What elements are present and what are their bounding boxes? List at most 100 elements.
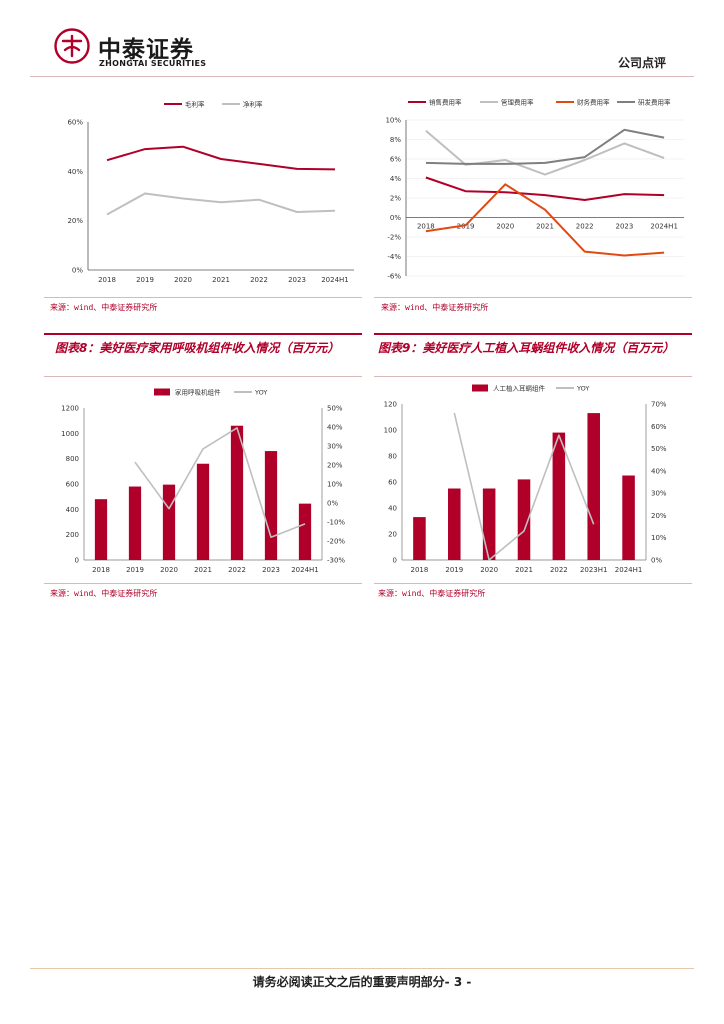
series-line [425, 129, 665, 176]
x-tick-label: 2018 [98, 276, 116, 284]
x-tick-label: 2019 [445, 566, 463, 574]
y-tick-label: 60 [388, 479, 397, 487]
expense-ratio-chart: -6% -4% -2% 0% 2% 4% 6% 8% 10% 2018 2019 2020 2021 20… [385, 98, 684, 281]
y2-tick-label: 10% [327, 481, 343, 489]
y2-tick-label: 10% [651, 534, 667, 542]
source-divider [44, 583, 362, 584]
x-tick-label: 2022 [576, 223, 594, 231]
y-tick-label: 1000 [61, 430, 79, 438]
y2-tick-label: 0% [651, 557, 662, 565]
y2-tick-label: 60% [651, 423, 667, 431]
figure9-title: 图表9：美好医疗人工植入耳蜗组件收入情况（百万元） [378, 341, 675, 355]
series-line [453, 412, 595, 561]
series-line [106, 145, 336, 171]
figure8-title: 图表8：美好医疗家用呼吸机组件收入情况（百万元） [55, 341, 340, 355]
y-tick-label: 100 [384, 427, 397, 435]
bar [162, 484, 176, 560]
bar [94, 499, 108, 560]
source-divider [44, 297, 362, 298]
y-tick-label: 120 [384, 401, 397, 409]
y2-tick-label: -30% [327, 557, 345, 565]
company-logo [54, 28, 90, 64]
series-line [425, 176, 665, 201]
y-tick-label: 40 [388, 505, 397, 513]
source-note: 来源：wind、中泰证券研究所 [50, 303, 158, 312]
x-tick-label: 2021 [515, 566, 533, 574]
legend-label: YOY [254, 389, 267, 397]
brand-name-en: ZHONGTAI SECURITIES [99, 59, 207, 68]
y2-tick-label: 30% [651, 490, 667, 498]
y-tick-label: 10% [385, 117, 401, 125]
y-tick-label: -6% [387, 273, 401, 281]
y-tick-label: -4% [387, 253, 401, 261]
x-tick-label: 2022 [228, 566, 246, 574]
legend-label: 人工植入耳蜗组件 [493, 384, 546, 393]
legend-label: 管理费用率 [501, 98, 534, 107]
y2-tick-label: 20% [327, 462, 343, 470]
figure-title-bar [44, 333, 362, 335]
footer: 请务必阅读正文之后的重要声明部分- 3 - [0, 973, 724, 990]
x-tick-label: 2020 [160, 566, 178, 574]
x-tick-label: 2020 [174, 276, 192, 284]
y-tick-label: 0% [390, 214, 401, 222]
ventilator-revenue-chart: 0 200 400 600 800 1000 1200 2018 2019 2020 2021 202… [61, 388, 345, 575]
bar [622, 475, 635, 560]
y-tick-label: 20% [67, 217, 83, 225]
cochlear-revenue-chart: 0 20 40 60 80 100 120 2018 2019 2020 2021 2022 2023H… [384, 384, 667, 575]
legend-label: 研发费用率 [638, 98, 671, 107]
bar [230, 425, 244, 560]
y2-tick-label: 40% [651, 467, 667, 475]
x-tick-label: 2019 [126, 566, 144, 574]
x-tick-label: 2019 [457, 223, 475, 231]
bar [552, 432, 566, 560]
header-divider [30, 76, 694, 77]
x-tick-label: 2022 [550, 566, 568, 574]
x-tick-label: 2023 [616, 223, 634, 231]
bar [128, 486, 142, 560]
bar [298, 503, 312, 560]
y2-tick-label: -20% [327, 538, 345, 546]
x-tick-label: 2018 [411, 566, 429, 574]
legend-label: 毛利率 [185, 100, 205, 109]
y-tick-label: -2% [387, 234, 401, 242]
x-tick-label: 2024H1 [321, 276, 349, 284]
legend-label: YOY [576, 385, 589, 393]
bar [482, 488, 496, 560]
source-divider [374, 297, 692, 298]
y-tick-label: 60% [67, 119, 83, 127]
y-tick-label: 0 [393, 557, 397, 565]
y2-tick-label: 0% [327, 500, 338, 508]
x-tick-label: 2023 [288, 276, 306, 284]
footer-notice: 请务必阅读正文之后的重要声明部分 [252, 975, 445, 989]
figure-divider [44, 376, 362, 377]
y2-tick-label: -10% [327, 519, 345, 527]
legend-swatch [472, 384, 488, 392]
source-note: 来源：wind、中泰证券研究所 [50, 589, 158, 598]
y-tick-label: 20 [388, 531, 397, 539]
series-line [425, 183, 665, 257]
source-divider [374, 583, 692, 584]
bar [448, 488, 461, 560]
brand-name-cn: 中泰证券 [98, 37, 194, 63]
y2-tick-label: 40% [327, 424, 343, 432]
y-tick-label: 8% [390, 136, 401, 144]
y-tick-label: 0% [72, 267, 83, 275]
bar [413, 517, 426, 560]
x-tick-label: 2024H1 [650, 223, 678, 231]
bar [196, 463, 210, 560]
legend-label: 财务费用率 [577, 98, 610, 107]
y-tick-label: 0 [75, 557, 79, 565]
y-tick-label: 600 [66, 481, 79, 489]
x-tick-label: 2021 [536, 223, 554, 231]
document-type: 公司点评 [617, 56, 666, 70]
y2-tick-label: 50% [327, 405, 343, 413]
x-tick-label: 2023 [262, 566, 280, 574]
y-tick-label: 80 [388, 453, 397, 461]
x-tick-label: 2018 [417, 223, 435, 231]
x-tick-label: 2021 [212, 276, 230, 284]
bar [264, 451, 278, 560]
y2-tick-label: 30% [327, 443, 343, 451]
series-line [106, 192, 336, 216]
y-tick-label: 400 [66, 506, 79, 514]
y2-tick-label: 20% [651, 512, 667, 520]
